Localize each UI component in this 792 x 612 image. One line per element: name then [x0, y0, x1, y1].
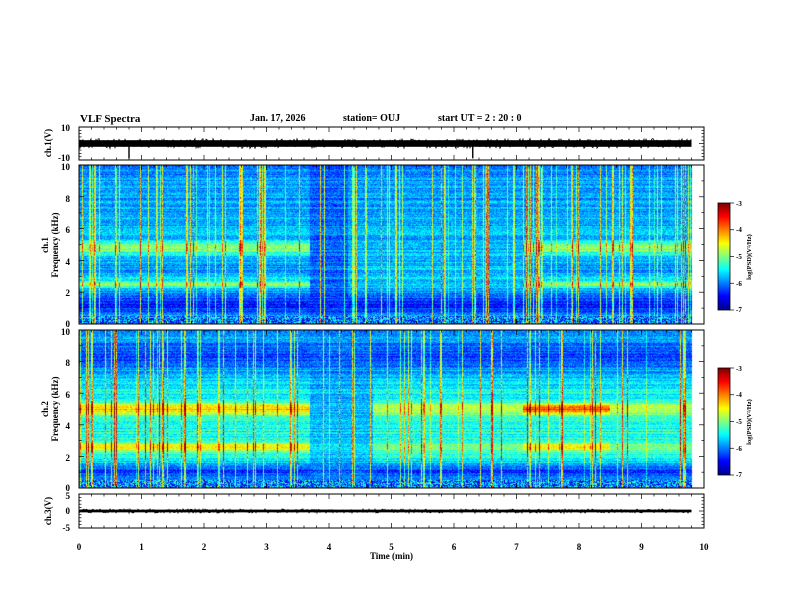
xtick-5: 5 — [389, 542, 394, 552]
ch1-spectrogram-image — [79, 165, 704, 324]
ch1-ytick-top: 10 — [61, 123, 71, 133]
ch2-colorbar-label: log(PSD)(V²/Hz) — [746, 399, 753, 445]
ch1-ytick-4: 4 — [66, 257, 71, 267]
ch1-cbar-tick-m3: -3 — [736, 200, 742, 208]
station-label: station= OUJ — [343, 113, 401, 124]
ch2-cbar-tick-m3: -3 — [736, 365, 742, 373]
xtick-0: 0 — [77, 542, 82, 552]
xtick-1: 1 — [139, 542, 144, 552]
ch3-ytick-5: 5 — [66, 491, 71, 501]
ch2-cbar-tick-m4: -4 — [736, 391, 742, 399]
x-axis-label: Time (min) — [370, 551, 413, 561]
waveform-trace — [78, 137, 692, 150]
xtick-10: 10 — [700, 542, 710, 552]
ch1-ytick-2: 2 — [66, 288, 71, 298]
xtick-6: 6 — [452, 542, 457, 552]
xtick-7: 7 — [514, 542, 519, 552]
ch2-spectrogram-panel: 10 8 6 4 2 0 ch.2 Frequency (kHz) -3 -4 … — [40, 327, 753, 493]
ch1-cbar-tick-m5: -5 — [736, 253, 742, 261]
ch1-spectrogram-panel: 10 8 6 4 2 0 ch.1 Frequency (kHz) -3 -4 … — [40, 162, 753, 329]
ch1-spectrogram-ticks — [78, 164, 705, 325]
ch2-ytick-2: 2 — [66, 453, 71, 463]
ch3-ytick-m5: -5 — [63, 523, 71, 533]
waveform-trace — [78, 507, 692, 515]
ch2-ytick-8: 8 — [66, 358, 71, 368]
ch1-ytick-6: 6 — [66, 225, 71, 235]
xtick-3: 3 — [264, 542, 269, 552]
ch1-cbar-tick-m4: -4 — [736, 226, 742, 234]
ch1-ytick-bottom: -10 — [58, 153, 70, 163]
ch2-colorbar-ticks — [730, 367, 734, 476]
ch1-ytick-0: 0 — [66, 319, 71, 329]
ch3-trace — [78, 507, 692, 515]
ch2-ytick-10: 10 — [61, 327, 71, 337]
waveform-band — [79, 509, 692, 513]
ch1-panel: 10 -10 ch.1(V) — [43, 123, 705, 163]
ch2-spectrogram-ticks — [78, 329, 705, 489]
ch1-cbar-tick-m6: -6 — [736, 280, 742, 288]
date-label: Jan. 17, 2026 — [250, 113, 306, 124]
ch3-panel: 5 0 -5 ch.3(V) — [43, 491, 705, 533]
ch3-ticks — [78, 493, 705, 529]
chart-title: VLF Spectra — [80, 113, 141, 125]
x-tick-labels: 0 1 2 3 4 5 6 7 8 9 10 — [77, 542, 709, 552]
xtick-8: 8 — [577, 542, 582, 552]
ch1-ticks — [78, 126, 705, 161]
xtick-4: 4 — [327, 542, 332, 552]
ch2-cbar-tick-m7: -7 — [736, 471, 742, 479]
ch3-ytick-0: 0 — [66, 506, 71, 516]
ch1-trace — [78, 137, 692, 159]
ch1-cbar-tick-m7: -7 — [736, 306, 742, 314]
ch3-ylabel: ch.3(V) — [43, 497, 53, 525]
ch2-colorbar — [718, 368, 730, 475]
ch1-ytick-10: 10 — [61, 162, 71, 172]
ch2-ytick-0: 0 — [66, 483, 71, 493]
ch2-spectrogram-image — [79, 330, 704, 488]
ch2-ytick-6: 6 — [66, 390, 71, 400]
xtick-2: 2 — [202, 542, 207, 552]
ch1-ytick-8: 8 — [66, 194, 71, 204]
ch2-ytick-4: 4 — [66, 421, 71, 431]
ch1-ylabel-top: ch.1 — [40, 237, 50, 253]
ch2-cbar-tick-m6: -6 — [736, 445, 742, 453]
xtick-9: 9 — [639, 542, 644, 552]
ch2-ylabel-bottom: Frequency (kHz) — [50, 376, 60, 441]
ch2-ylabel-top: ch.2 — [40, 401, 50, 417]
ch1-colorbar-ticks — [730, 202, 734, 311]
ch1-colorbar — [718, 203, 730, 310]
start-ut-label: start UT = 2 : 20 : 0 — [438, 113, 522, 124]
ch1-ylabel: ch.1(V) — [43, 129, 53, 157]
ch2-cbar-tick-m5: -5 — [736, 418, 742, 426]
ch1-ylabel-bottom: Frequency (kHz) — [50, 212, 60, 277]
ch1-colorbar-label: log(PSD)(V²/Hz) — [746, 234, 753, 280]
